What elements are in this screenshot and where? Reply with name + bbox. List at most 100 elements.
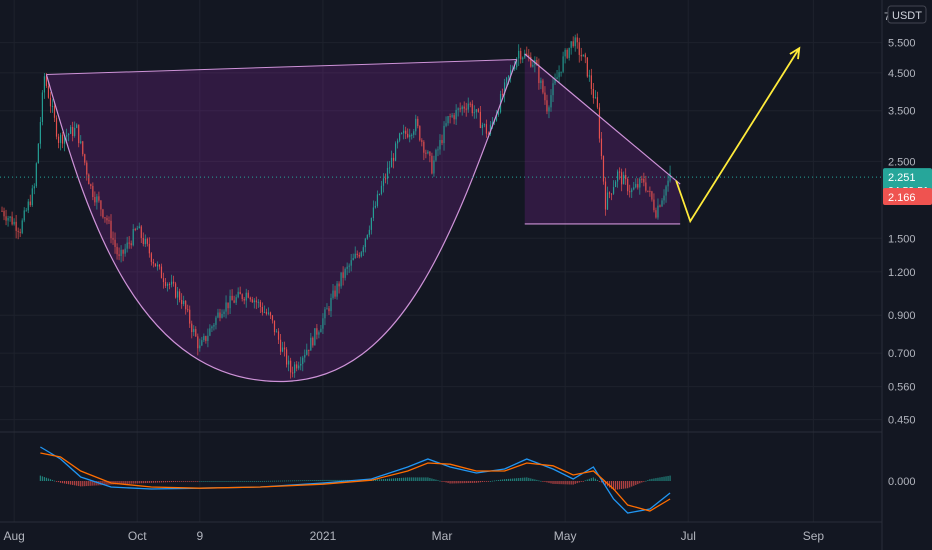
candle-body [661,200,663,207]
macd-histogram-bar [596,479,599,481]
macd-pane[interactable] [39,446,671,514]
candle-body [552,83,554,96]
macd-histogram-bar [479,481,481,483]
macd-histogram-bar [505,479,508,481]
macd-histogram-bar [386,478,389,481]
candle-body [187,309,189,311]
candle-body [384,178,387,180]
macd-histogram-bar [269,480,272,482]
price-axis[interactable]: 5.500 4.500 3.500 2.500 1.500 1.200 0.900 0.700… [884,11,916,488]
candle-body [92,185,94,198]
currency-label-box[interactable]: USDT [887,5,927,24]
candle-body [370,218,372,230]
candle-body [124,248,126,254]
candle-body [164,282,167,286]
candle-body [653,199,655,211]
time-axis[interactable]: Aug Oct 9 2021 Mar May Jul Sep [3,529,824,543]
macd-histogram-bar [302,480,304,482]
candle-body [205,336,207,341]
macd-histogram-bar [231,481,233,482]
macd-histogram-bar [483,481,485,482]
macd-histogram-bar [181,481,183,482]
candle-body [21,220,23,233]
candle-body [146,238,148,244]
macd-histogram-bar [619,481,621,490]
candle-body [13,221,15,225]
candle-body [667,180,669,187]
macd-histogram-bar [629,481,631,488]
macd-histogram-bar [290,480,292,482]
candle-body [554,79,556,84]
macd-histogram-bar [288,480,290,482]
macd-histogram-bar [334,479,336,481]
candle-body [394,143,397,161]
candle-body [443,125,445,144]
candle-body [195,329,197,337]
pattern-outlines[interactable] [0,46,882,383]
macd-histogram-bar [663,476,665,481]
macd-histogram-bar [106,481,108,485]
macd-histogram-bar [49,479,52,481]
macd-histogram-bar [469,481,471,483]
macd-histogram-bar [225,481,227,482]
candle-body [247,292,249,298]
current-price-label: 2.251 [888,172,916,184]
macd-histogram-bar [205,481,207,482]
candle-body [241,294,243,299]
candle-body [29,201,31,206]
macd-histogram-bar [625,481,627,489]
candle-body [177,291,179,298]
candle-body [368,229,370,235]
candle-body [600,138,603,157]
candle-body [78,124,80,144]
candle-body [542,80,544,93]
candle-body [332,290,334,298]
macd-histogram-bar [548,481,550,483]
handle-top-line [524,53,681,185]
macd-histogram-bar [445,481,447,483]
macd-histogram-bar [608,481,611,488]
candle-body [568,47,570,58]
macd-histogram-bar [326,479,328,481]
macd-histogram-bar [538,480,540,482]
price-tick-label: 2.500 [888,156,916,168]
macd-histogram-bar [455,481,457,484]
candle-body [84,154,86,163]
candle-body [386,168,389,179]
price-tick-label: 4.500 [888,68,916,80]
macd-histogram-bar [39,475,41,481]
candle-body [294,364,296,374]
candle-body [316,328,318,335]
candle-body [300,363,302,366]
macd-histogram-bar [550,481,552,484]
candle-body [150,253,152,262]
macd-histogram-bar [643,481,645,482]
macd-histogram-bar [227,481,229,482]
candle-body [631,189,633,193]
macd-histogram-bar [427,477,429,481]
macd-histogram-bar [179,481,181,482]
macd-histogram-bar [665,476,667,481]
candle-body [564,49,566,57]
candle-body [23,210,25,221]
macd-histogram-bar [441,481,443,482]
candle-body [211,326,213,329]
macd-histogram-bar [457,481,459,484]
macd-histogram-bar [221,481,223,482]
macd-histogram-bar [667,475,669,481]
candle-body [33,186,35,189]
macd-histogram-bar [296,480,298,482]
macd-histogram-bar [384,478,387,481]
macd-histogram-bar [285,480,288,482]
candle-body [415,118,417,132]
macd-histogram-bar [47,478,50,481]
candle-body [558,72,560,78]
candle-body [417,118,419,127]
macd-histogram-bar [392,478,395,481]
macd-histogram-bar [552,481,554,484]
macd-histogram-bar [572,481,574,485]
candle-body [621,172,623,185]
macd-histogram-bar [154,481,157,483]
candle-body [215,317,217,325]
